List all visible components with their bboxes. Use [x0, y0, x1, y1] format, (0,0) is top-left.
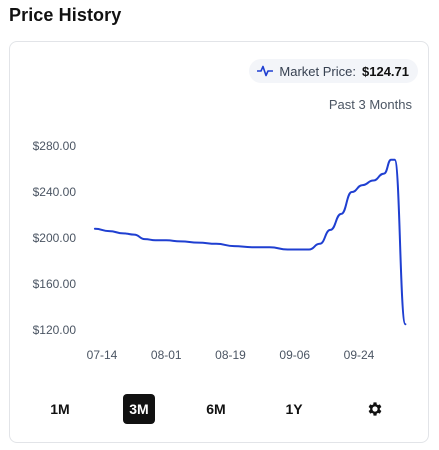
gear-icon [368, 402, 382, 416]
range-controls: 1M 3M 6M 1Y [10, 394, 428, 426]
page-title: Price History [9, 5, 122, 25]
period-label: Past 3 Months [328, 97, 412, 112]
range-button-6m[interactable]: 6M [206, 401, 226, 417]
range-button-1m[interactable]: 1M [50, 401, 70, 417]
y-tick-label: $160.00 [33, 277, 77, 291]
market-price-badge: Market Price: $124.71 [249, 59, 418, 83]
x-tick-label: 09-06 [279, 348, 310, 362]
y-tick-label: $120.00 [33, 323, 77, 337]
x-tick-label: 09-24 [344, 348, 375, 362]
price-series-line [93, 158, 407, 326]
market-price-value: $124.71 [362, 63, 409, 79]
y-tick-label: $240.00 [33, 185, 77, 199]
x-tick-label: 08-01 [151, 348, 182, 362]
market-price-label: Market Price: [279, 63, 356, 79]
x-tick-label: 07-14 [87, 348, 118, 362]
chart-settings-button[interactable] [359, 394, 391, 424]
y-tick-label: $200.00 [33, 231, 77, 245]
price-history-card: Market Price: $124.71 Past 3 Months $280… [9, 41, 429, 443]
y-tick-label: $280.00 [33, 139, 77, 153]
line-chart-icon [257, 65, 274, 77]
x-tick-label: 08-19 [215, 348, 246, 362]
range-button-1y[interactable]: 1Y [285, 401, 303, 417]
range-button-3m[interactable]: 3M [123, 394, 155, 424]
price-line-chart: $280.00 $240.00 $200.00 $160.00 $120.00 07-14… [33, 139, 407, 362]
